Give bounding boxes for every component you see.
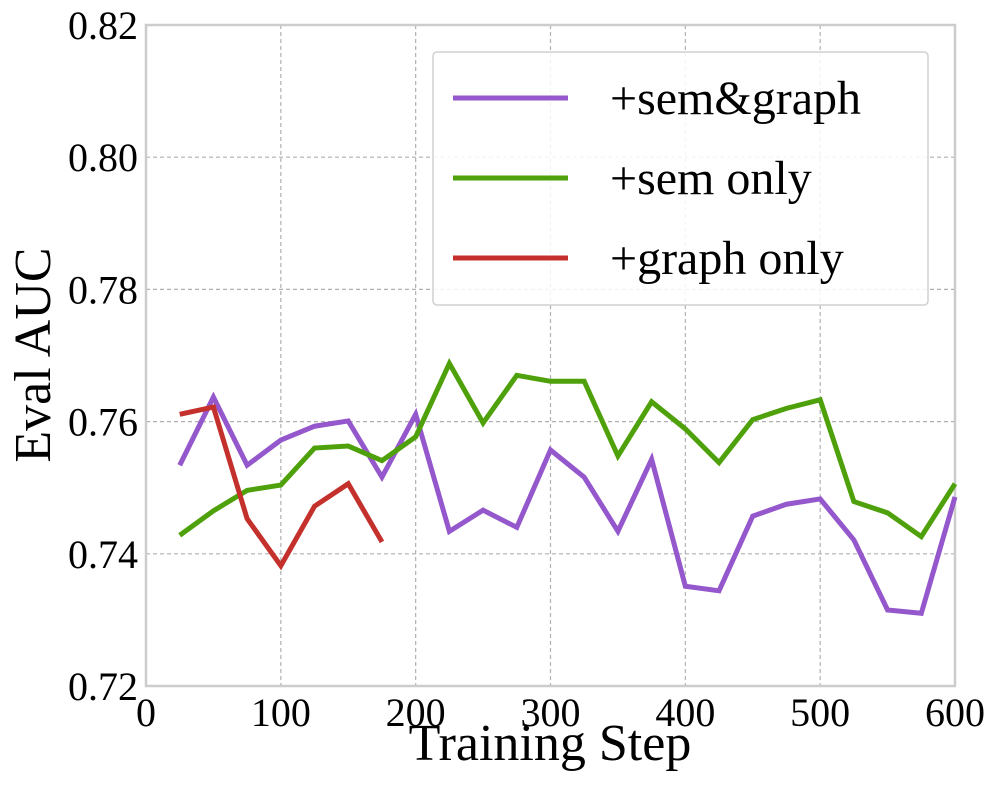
legend-label: +sem&graph [610,72,861,125]
y-tick-label: 0.78 [68,267,138,312]
x-tick-label: 300 [521,690,581,735]
y-axis-label: Eval AUC [5,247,62,462]
series-line [178,357,958,541]
legend-box [432,51,929,306]
y-tick-label: 0.72 [68,664,138,709]
y-tick-label: 0.74 [68,532,138,577]
x-tick-label: 600 [925,690,985,735]
y-tick-label: 0.82 [68,3,138,48]
y-tick-label: 0.76 [68,400,138,445]
legend-label: +graph only [610,232,844,285]
x-tick-label: 500 [790,690,850,735]
plot-frame [144,23,957,688]
legend-label: +sem only [610,152,812,205]
x-tick-label: 200 [386,690,446,735]
y-tick-label: 0.80 [68,135,138,180]
series-line [177,391,958,616]
x-tick-label: 400 [655,690,715,735]
x-tick-label: 100 [251,690,311,735]
x-tick-label: 0 [136,690,156,735]
series-line [179,404,385,571]
x-axis-label: Training Step [409,715,692,772]
